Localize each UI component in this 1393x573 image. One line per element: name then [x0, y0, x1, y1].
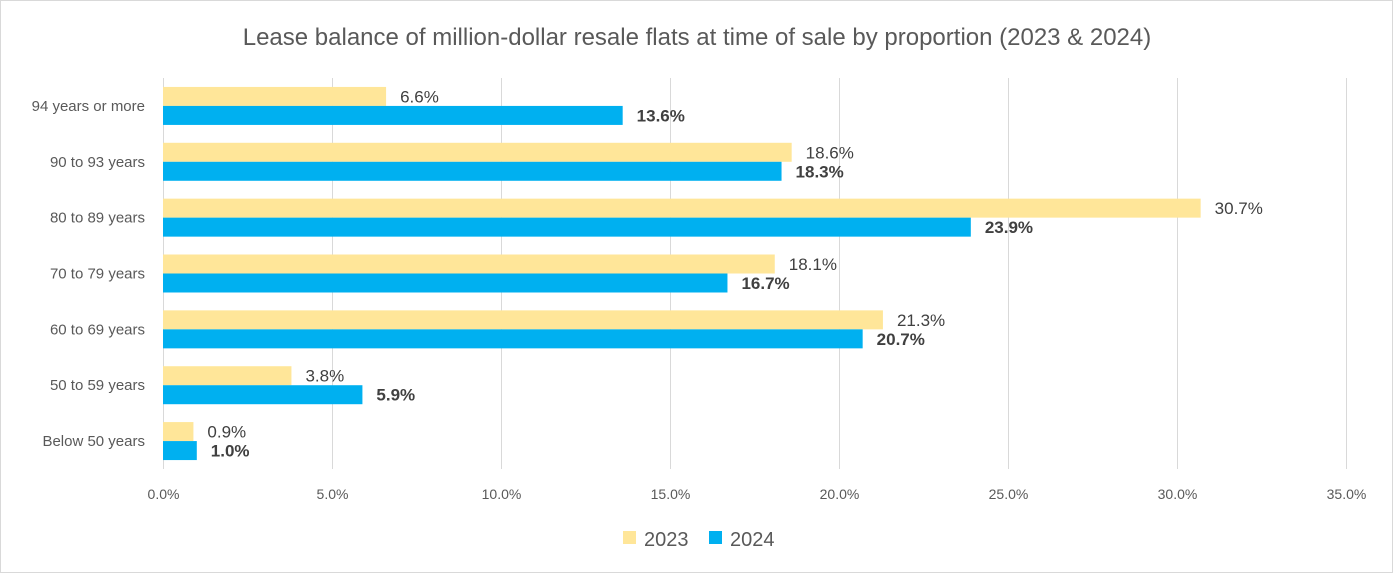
x-tick-label: 0.0%	[148, 486, 180, 502]
legend-swatch-2024	[709, 531, 722, 544]
bar-2023	[163, 198, 1201, 218]
category-label: 80 to 89 years	[50, 210, 145, 227]
bar-2024	[163, 329, 863, 349]
data-label: 23.9%	[985, 218, 1033, 237]
legend-label: 2023	[644, 529, 689, 551]
gridlines: 0.0% 5.0% 10.0% 15.0% 20.0% 25.0% 30.0% 35.0%	[148, 78, 1367, 502]
bar-2024	[163, 273, 728, 293]
data-label: 3.8%	[305, 367, 344, 386]
data-label: 18.6%	[806, 143, 854, 162]
data-label: 13.6%	[637, 106, 685, 125]
bar-2024	[163, 217, 971, 237]
bar-2023	[163, 142, 792, 162]
x-tick-label: 15.0%	[651, 486, 691, 502]
category-label: 60 to 69 years	[50, 321, 145, 338]
category-label: 50 to 59 years	[50, 377, 145, 394]
x-tick-label: 10.0%	[482, 486, 522, 502]
data-label: 1.0%	[211, 442, 250, 461]
x-tick-label: 35.0%	[1327, 486, 1367, 502]
x-tick-label: 5.0%	[317, 486, 349, 502]
data-label: 30.7%	[1215, 199, 1263, 218]
data-label: 5.9%	[376, 386, 415, 405]
category-label: 90 to 93 years	[50, 154, 145, 171]
data-label: 0.9%	[207, 423, 246, 442]
data-label: 16.7%	[741, 274, 789, 293]
bar-2023	[163, 86, 387, 106]
bar-2023	[163, 422, 194, 442]
bar-2023	[163, 366, 292, 386]
category-label: Below 50 years	[42, 433, 145, 450]
legend: 2023 2024	[623, 529, 775, 551]
legend-swatch-2023	[623, 531, 636, 544]
x-tick-label: 25.0%	[989, 486, 1029, 502]
data-label: 21.3%	[897, 311, 945, 330]
bar-2024	[163, 385, 363, 405]
labels: 94 years or more 6.6% 13.6% 90 to 93 years 1…	[32, 87, 1263, 460]
bars	[163, 86, 1201, 461]
bar-2024	[163, 105, 623, 125]
x-tick-label: 20.0%	[820, 486, 860, 502]
bar-2024	[163, 161, 782, 181]
legend-label: 2024	[730, 529, 775, 551]
data-label: 6.6%	[400, 87, 439, 106]
x-tick-label: 30.0%	[1158, 486, 1198, 502]
category-label: 94 years or more	[32, 98, 145, 115]
data-label: 18.3%	[796, 162, 844, 181]
category-label: 70 to 79 years	[50, 266, 145, 283]
data-label: 18.1%	[789, 255, 837, 274]
bar-2023	[163, 310, 883, 330]
data-label: 20.7%	[877, 330, 925, 349]
bar-2024	[163, 441, 197, 461]
chart-title: Lease balance of million-dollar resale f…	[243, 24, 1152, 51]
bar-2023	[163, 254, 775, 274]
